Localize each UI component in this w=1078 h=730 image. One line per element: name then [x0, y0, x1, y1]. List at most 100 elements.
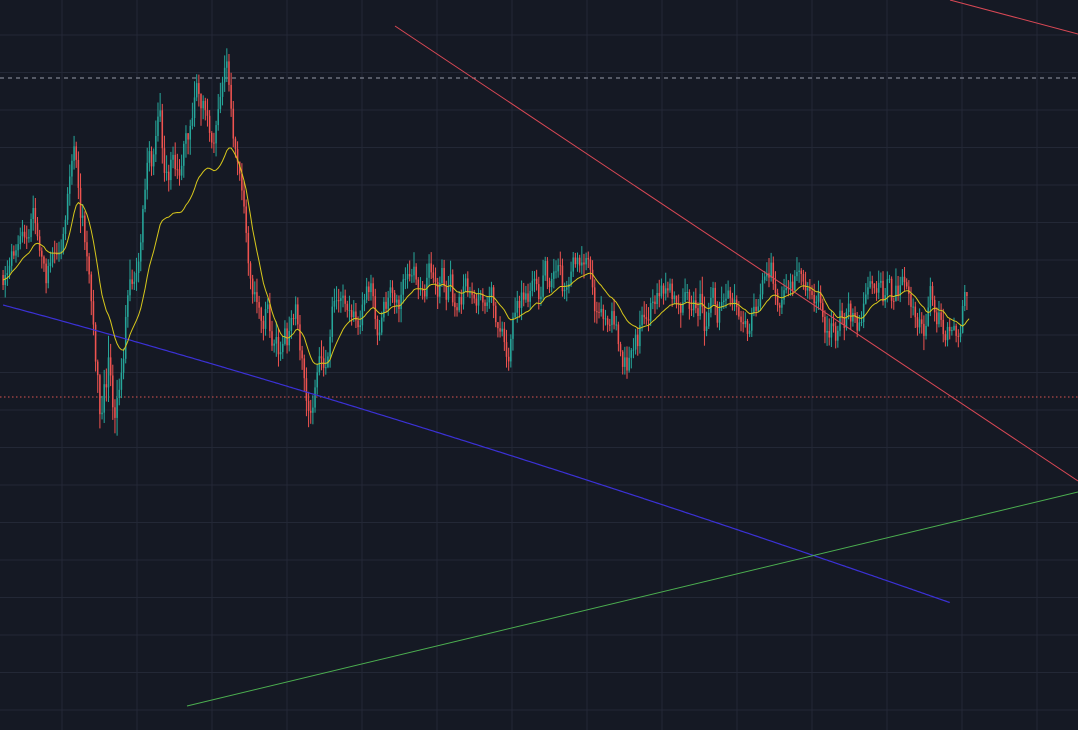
candle-body — [482, 294, 484, 303]
candle-body — [462, 286, 465, 305]
candle-body — [701, 293, 704, 307]
candle — [649, 297, 652, 326]
candle — [337, 288, 340, 313]
candle-body — [529, 290, 531, 302]
candle — [680, 302, 682, 328]
candle — [772, 256, 775, 290]
candle-body — [514, 312, 516, 318]
candle — [273, 339, 275, 353]
candle-body — [23, 231, 26, 238]
candle-body — [828, 331, 831, 338]
candle-body — [236, 149, 239, 162]
candle-body — [643, 314, 645, 318]
candle — [342, 284, 344, 308]
candle-body — [105, 384, 108, 388]
candle-body — [94, 324, 97, 362]
candle — [398, 295, 400, 323]
candle-body — [139, 242, 142, 262]
candle — [245, 199, 247, 243]
candle-body — [740, 316, 742, 323]
candle-body — [520, 292, 523, 308]
candle-body — [912, 306, 914, 308]
candle-body — [172, 154, 174, 160]
candle-body — [155, 136, 157, 155]
candle-body — [893, 300, 895, 302]
candle-body — [656, 293, 658, 304]
candle-body — [697, 308, 699, 316]
candle — [254, 281, 256, 302]
candle — [34, 198, 37, 235]
candle-body — [408, 274, 411, 277]
candle — [839, 299, 841, 337]
candle — [475, 294, 478, 314]
candle — [542, 259, 544, 300]
candle — [778, 302, 781, 316]
candle — [957, 329, 960, 348]
candle-body — [843, 317, 846, 328]
candle-body — [675, 295, 678, 304]
candle-body — [770, 262, 772, 278]
resistance-trendline-far — [949, 0, 1078, 35]
candle-body — [17, 244, 19, 251]
candle — [535, 269, 538, 291]
candle-body — [396, 299, 398, 303]
candle-body — [875, 288, 878, 293]
candle — [228, 54, 230, 92]
candle — [23, 224, 26, 244]
candle — [761, 272, 764, 300]
candle-body — [45, 263, 47, 284]
candle — [553, 258, 555, 289]
candle — [118, 378, 121, 406]
candle-body — [578, 257, 581, 266]
candle — [260, 306, 263, 334]
candle-body — [609, 324, 611, 326]
candle-body — [510, 338, 512, 362]
candle — [316, 363, 318, 395]
candle — [692, 291, 695, 318]
candle — [454, 293, 456, 317]
candle-body — [449, 274, 452, 287]
candle-body — [574, 257, 577, 265]
candle-body — [488, 296, 491, 303]
candle-body — [525, 293, 527, 300]
candle-body — [393, 292, 396, 303]
candle-body — [226, 61, 228, 68]
candle — [443, 259, 445, 293]
candle-body — [32, 208, 34, 219]
candle-body — [34, 208, 37, 224]
horizontal-levels — [0, 77, 1078, 398]
candle — [785, 274, 787, 294]
candle — [380, 311, 383, 336]
candle-body — [357, 320, 359, 328]
candle-body — [951, 330, 953, 332]
candle-body — [824, 316, 826, 333]
candle-body — [96, 361, 99, 376]
candle-body — [415, 266, 417, 280]
candle-body — [49, 262, 52, 266]
candle-body — [632, 349, 635, 351]
candle-body — [794, 276, 796, 291]
candle-body — [68, 176, 71, 194]
candle-body — [43, 256, 45, 264]
candle — [281, 336, 284, 359]
candle — [946, 322, 949, 347]
candle — [208, 110, 211, 142]
candle-body — [232, 108, 235, 139]
candle-body — [185, 133, 187, 144]
candle — [139, 234, 142, 272]
candle-body — [114, 407, 116, 418]
candle-body — [660, 285, 663, 297]
candle-body — [522, 292, 525, 300]
candle-body — [957, 335, 960, 337]
candle — [13, 245, 15, 260]
candle — [654, 295, 656, 314]
candle-body — [791, 281, 794, 291]
candle-body — [712, 287, 714, 298]
candle-body — [294, 304, 297, 319]
candle — [832, 313, 835, 333]
candle-body — [430, 263, 432, 273]
candle — [25, 225, 28, 249]
candle-body — [570, 271, 572, 285]
candle — [445, 280, 448, 311]
candle-body — [598, 311, 600, 313]
